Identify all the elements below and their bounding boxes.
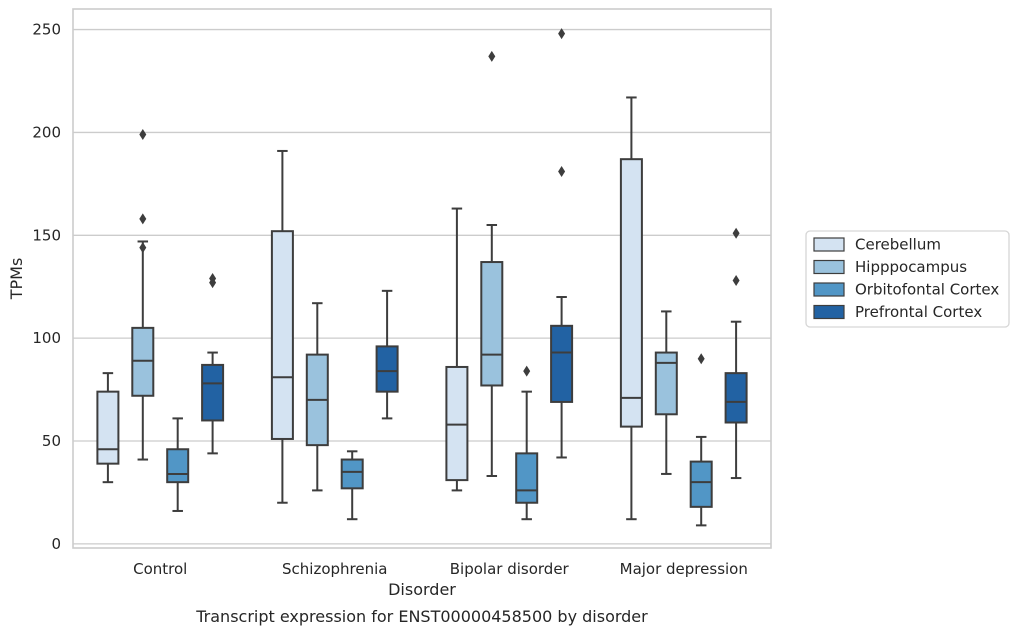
legend: Cerebellum Hipppocampus Orbitofontal Corte… [805,230,1010,328]
outlier-point [139,128,147,140]
box-iqr [270,230,294,440]
box-iqr [166,448,190,484]
y-tick-label: 50 [42,432,61,450]
x-axis-ticks: Control Schizophrenia Bipolar disorder Majo… [133,560,748,578]
box-2-2 [515,365,539,521]
box-iqr [201,363,225,422]
y-tick-label: 0 [51,535,61,553]
y-tick-label: 200 [32,123,61,141]
x-tick-label: Schizophrenia [282,560,387,578]
box-0-3 [201,273,225,455]
figure-caption: Transcript expression for ENST0000045850… [195,607,648,626]
box-3-0 [619,96,643,521]
box-iqr [445,365,469,482]
y-tick-label: 100 [32,329,61,347]
box-1-3 [375,289,399,420]
legend-swatch [813,304,845,320]
grid-lines [73,28,771,545]
x-tick-label: Bipolar disorder [450,560,570,578]
box-iqr [515,452,539,504]
outlier-point [558,28,566,40]
box-iqr [654,351,678,416]
box-iqr [689,460,713,508]
legend-swatch [813,282,845,297]
outlier-point [139,213,147,225]
box-0-0 [96,372,120,484]
box-3-2 [689,353,713,527]
legend-label: Prefrontal Cortex [855,303,982,321]
box-3-3 [724,227,748,480]
y-tick-label: 250 [32,21,61,39]
box-iqr [550,324,574,403]
box-groups [96,28,748,527]
legend-label: Hipppocampus [855,258,967,276]
box-3-1 [654,310,678,475]
box-iqr [619,158,643,428]
outlier-point [209,273,217,284]
outlier-point [558,166,566,178]
box-2-3 [550,28,574,459]
outlier-point [732,275,740,287]
box-iqr [96,390,120,465]
outlier-point [732,227,740,239]
box-iqr [724,372,748,424]
outlier-point [697,353,705,365]
y-axis-title: TPMs [7,258,26,301]
box-iqr [480,261,504,387]
plot-area-frame [72,8,772,549]
box-1-0 [270,149,294,504]
box-2-1 [480,50,504,477]
x-tick-label: Control [133,560,187,578]
legend-label: Orbitofontal Cortex [855,281,999,299]
outlier-point [488,50,496,62]
box-0-2 [166,417,190,512]
legend-swatch [813,259,845,275]
outlier-point [139,242,147,254]
legend-frame [805,230,1010,328]
box-1-1 [305,302,329,492]
box-iqr [131,326,155,397]
outlier-point [523,365,531,377]
y-axis-ticks: 0 50 100 150 200 250 [32,21,61,553]
box-2-0 [445,207,469,492]
y-tick-label: 150 [32,226,61,244]
legend-label: Cerebellum [855,236,941,254]
legend-swatch [813,237,845,252]
box-1-2 [340,450,364,521]
x-tick-label: Major depression [620,560,748,578]
box-0-1 [131,128,155,461]
box-iqr [375,345,399,393]
x-axis-title: Disorder [388,580,456,599]
box-iqr [340,458,364,490]
